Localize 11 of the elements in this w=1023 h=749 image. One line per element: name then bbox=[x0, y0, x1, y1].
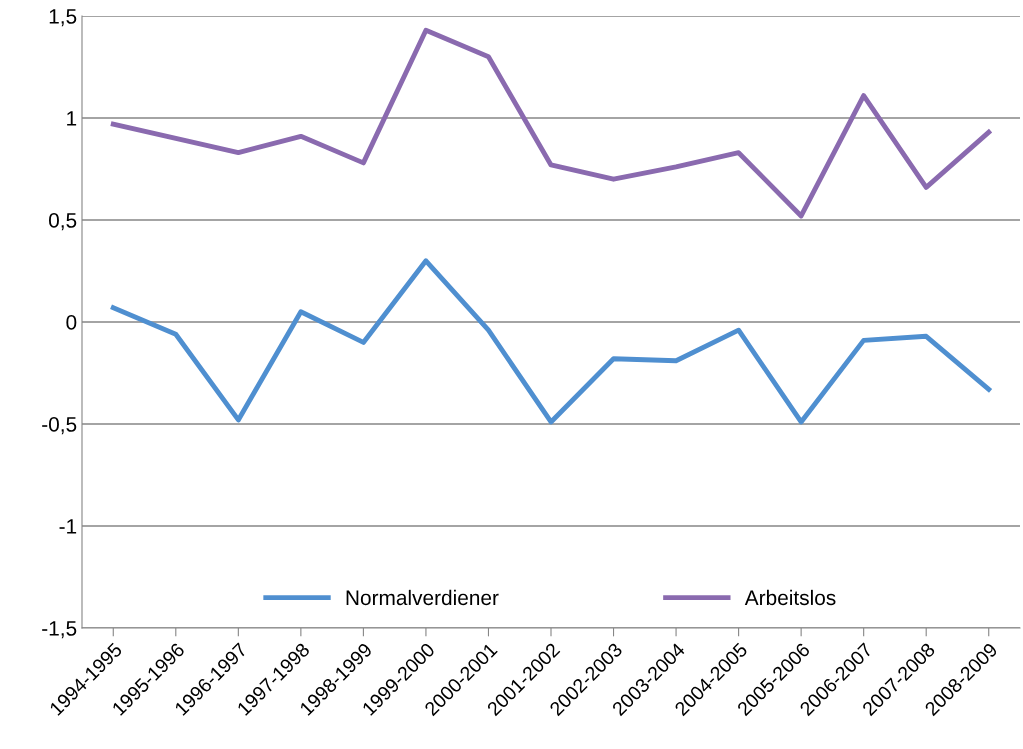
y-tick-label: 1 bbox=[67, 111, 77, 126]
y-tick-label: -1,5 bbox=[42, 621, 77, 639]
y-tick-label: -1 bbox=[59, 519, 77, 534]
y-tick-label: 1,5 bbox=[49, 9, 77, 27]
y-tick-label: 0 bbox=[66, 315, 77, 330]
line-series bbox=[110, 258, 992, 425]
legend-label: Arbeitslos bbox=[744, 589, 836, 606]
y-tick-label: -0,5 bbox=[42, 417, 77, 435]
line-series bbox=[110, 27, 992, 219]
y-tick-label: 0,5 bbox=[48, 213, 77, 231]
legend-label: Normalverdiener bbox=[346, 589, 499, 606]
